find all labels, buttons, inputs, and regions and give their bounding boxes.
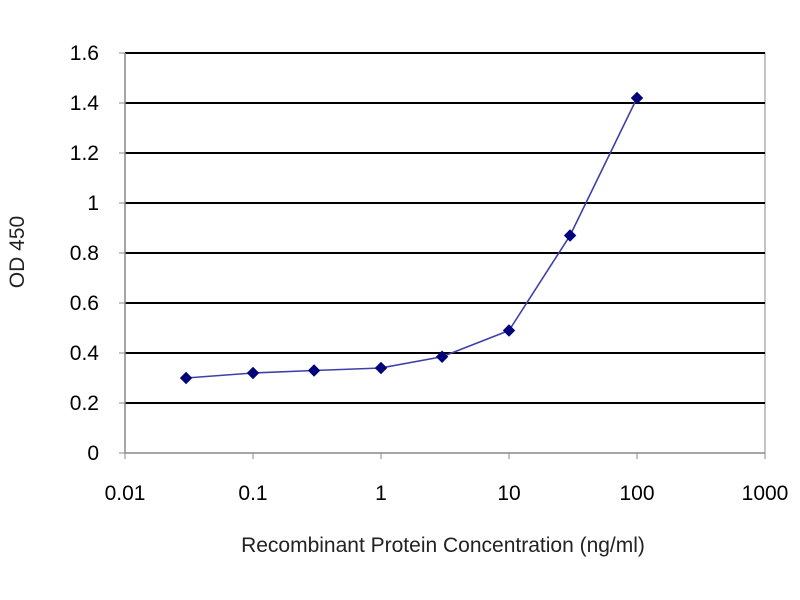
x-tick-label: 10	[497, 482, 520, 505]
y-tick-label: 0.2	[70, 392, 99, 415]
y-axis-title: OD 450	[6, 216, 29, 288]
data-point-marker	[307, 364, 321, 377]
y-tick-label: 1.2	[70, 142, 99, 165]
data-point-marker	[374, 361, 388, 375]
x-tick-label: 100	[619, 482, 654, 505]
y-tick-label: 0.6	[70, 292, 99, 315]
y-tick-label: 0	[87, 442, 99, 465]
grid-layer	[124, 52, 766, 454]
y-tick-label: 0.8	[70, 242, 99, 265]
x-tick-label: 0.1	[238, 482, 267, 505]
data-point-marker	[502, 324, 516, 337]
data-point-marker	[630, 91, 644, 105]
y-tick-label: 1	[87, 192, 99, 215]
data-point-marker	[246, 366, 260, 380]
y-tick-label: 1.6	[70, 42, 99, 65]
series-line	[186, 97, 638, 379]
data-point-marker	[563, 229, 577, 242]
x-tick-label: 1	[375, 482, 387, 505]
tick-label-layer: 0 0.2 0.4 0.6 0.8 1 1.2 1.4 1.6 0.01 0.1 1 10 100 1000	[70, 42, 789, 505]
data-point-marker	[435, 350, 449, 363]
y-tick-label: 0.4	[70, 342, 100, 365]
x-axis-title: Recombinant Protein Concentration (ng/ml…	[241, 534, 645, 557]
x-tick-label: 1000	[742, 482, 789, 505]
series-layer	[179, 91, 644, 385]
data-point-marker	[179, 371, 193, 385]
x-tick-label: 0.01	[105, 482, 146, 505]
y-tick-label: 1.4	[70, 92, 100, 115]
axis-layer	[119, 52, 766, 459]
